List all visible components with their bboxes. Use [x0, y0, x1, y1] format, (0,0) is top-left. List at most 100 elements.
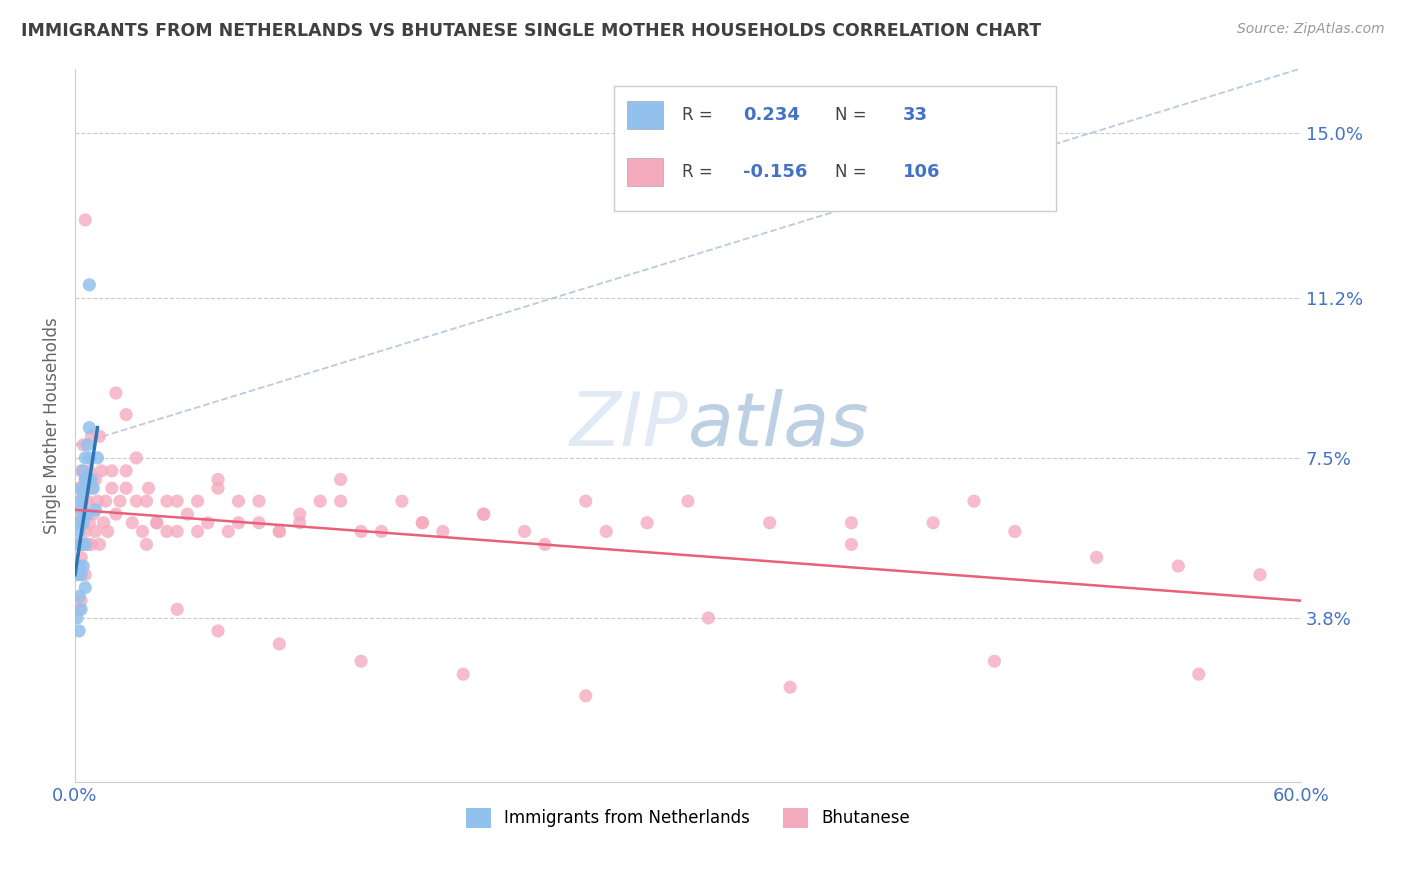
Point: [922, 516, 945, 530]
Point: [288, 507, 311, 521]
Text: ZIP: ZIP: [569, 390, 688, 461]
Point: [82, 507, 104, 521]
Point: [676, 494, 699, 508]
Point: [1085, 550, 1108, 565]
Point: [93, 516, 115, 530]
Point: [70, 602, 93, 616]
Point: [67, 590, 90, 604]
Point: [131, 524, 153, 539]
Point: [534, 537, 557, 551]
Point: [75, 473, 97, 487]
Point: [288, 516, 311, 530]
Legend: Immigrants from Netherlands, Bhutanese: Immigrants from Netherlands, Bhutanese: [458, 801, 917, 835]
Point: [75, 450, 97, 465]
Point: [72, 464, 94, 478]
Point: [80, 473, 103, 487]
Point: [451, 667, 474, 681]
Point: [513, 524, 536, 539]
Point: [80, 429, 103, 443]
Point: [72, 516, 94, 530]
Point: [76, 507, 98, 521]
Point: [166, 524, 188, 539]
Point: [247, 494, 270, 508]
Text: N =: N =: [835, 163, 872, 181]
Point: [228, 516, 250, 530]
Point: [197, 516, 219, 530]
Point: [67, 524, 90, 539]
Point: [1188, 667, 1211, 681]
Point: [411, 516, 433, 530]
Point: [329, 473, 352, 487]
Point: [72, 485, 94, 500]
Point: [472, 507, 495, 521]
Point: [70, 464, 93, 478]
Point: [72, 559, 94, 574]
Point: [121, 516, 143, 530]
Point: [67, 624, 90, 638]
Text: 0.234: 0.234: [744, 106, 800, 124]
Point: [76, 438, 98, 452]
Point: [75, 473, 97, 487]
Point: [269, 524, 291, 539]
Point: [104, 507, 127, 521]
Point: [472, 507, 495, 521]
Point: [67, 494, 90, 508]
Point: [76, 494, 98, 508]
Point: [70, 481, 93, 495]
Point: [156, 524, 179, 539]
Point: [70, 503, 93, 517]
Point: [269, 637, 291, 651]
Point: [166, 494, 188, 508]
Point: [411, 516, 433, 530]
Point: [72, 537, 94, 551]
Text: R =: R =: [682, 106, 718, 124]
Point: [79, 450, 101, 465]
Point: [75, 567, 97, 582]
Point: [70, 507, 93, 521]
Point: [391, 494, 413, 508]
Point: [1004, 524, 1026, 539]
Point: [67, 537, 90, 551]
Point: [108, 494, 131, 508]
Point: [247, 516, 270, 530]
Point: [135, 494, 157, 508]
Point: [84, 503, 107, 517]
Text: 106: 106: [903, 163, 941, 181]
Point: [207, 473, 229, 487]
Point: [67, 481, 90, 495]
Point: [97, 524, 120, 539]
Point: [70, 550, 93, 565]
Point: [595, 524, 617, 539]
Point: [70, 567, 93, 582]
Point: [101, 481, 124, 495]
Point: [66, 516, 89, 530]
Point: [329, 494, 352, 508]
Point: [79, 420, 101, 434]
Point: [75, 581, 97, 595]
Point: [104, 386, 127, 401]
Point: [1249, 567, 1271, 582]
Point: [841, 537, 863, 551]
Point: [66, 559, 89, 574]
Point: [138, 481, 160, 495]
Point: [145, 516, 167, 530]
Point: [70, 537, 93, 551]
Point: [115, 481, 138, 495]
Text: -0.156: -0.156: [744, 163, 807, 181]
Point: [82, 481, 104, 495]
Point: [841, 516, 863, 530]
Point: [697, 611, 720, 625]
Point: [79, 277, 101, 292]
Point: [84, 473, 107, 487]
Point: [86, 494, 108, 508]
Text: R =: R =: [682, 163, 718, 181]
Point: [75, 507, 97, 521]
Point: [86, 450, 108, 465]
Point: [72, 438, 94, 452]
Point: [79, 464, 101, 478]
Point: [758, 516, 780, 530]
Point: [217, 524, 239, 539]
Point: [176, 507, 198, 521]
FancyBboxPatch shape: [614, 87, 1056, 211]
Point: [115, 408, 138, 422]
